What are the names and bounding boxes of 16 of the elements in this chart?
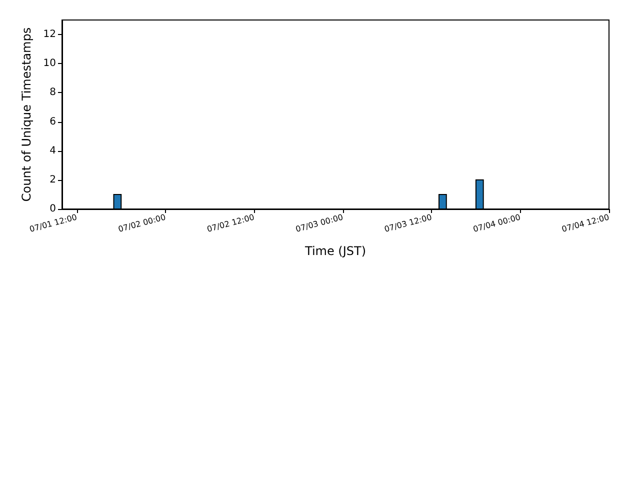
y-tick-label: 2 [50, 174, 56, 186]
y-axis-title: Count of Unique Timestamps [19, 27, 34, 202]
x-tick-label: 07/02 12:00 [206, 212, 256, 234]
x-tick-label: 07/04 00:00 [472, 212, 522, 234]
x-tick-label: 07/03 12:00 [383, 212, 433, 234]
y-tick-label: 4 [50, 145, 56, 156]
y-tick-label: 0 [50, 204, 56, 214]
y-tick-label: 6 [50, 116, 56, 128]
x-tick-label: 07/02 00:00 [117, 212, 167, 234]
y-tick-label: 10 [43, 58, 56, 70]
x-tick-label: 07/01 12:00 [28, 212, 78, 234]
y-tick-label: 8 [50, 87, 56, 98]
x-tick-label: 07/03 00:00 [294, 212, 344, 234]
x-tick-label: 07/04 12:00 [560, 212, 610, 234]
y-tick-label: 12 [43, 29, 56, 40]
x-axis-title: Time (JST) [304, 244, 366, 258]
